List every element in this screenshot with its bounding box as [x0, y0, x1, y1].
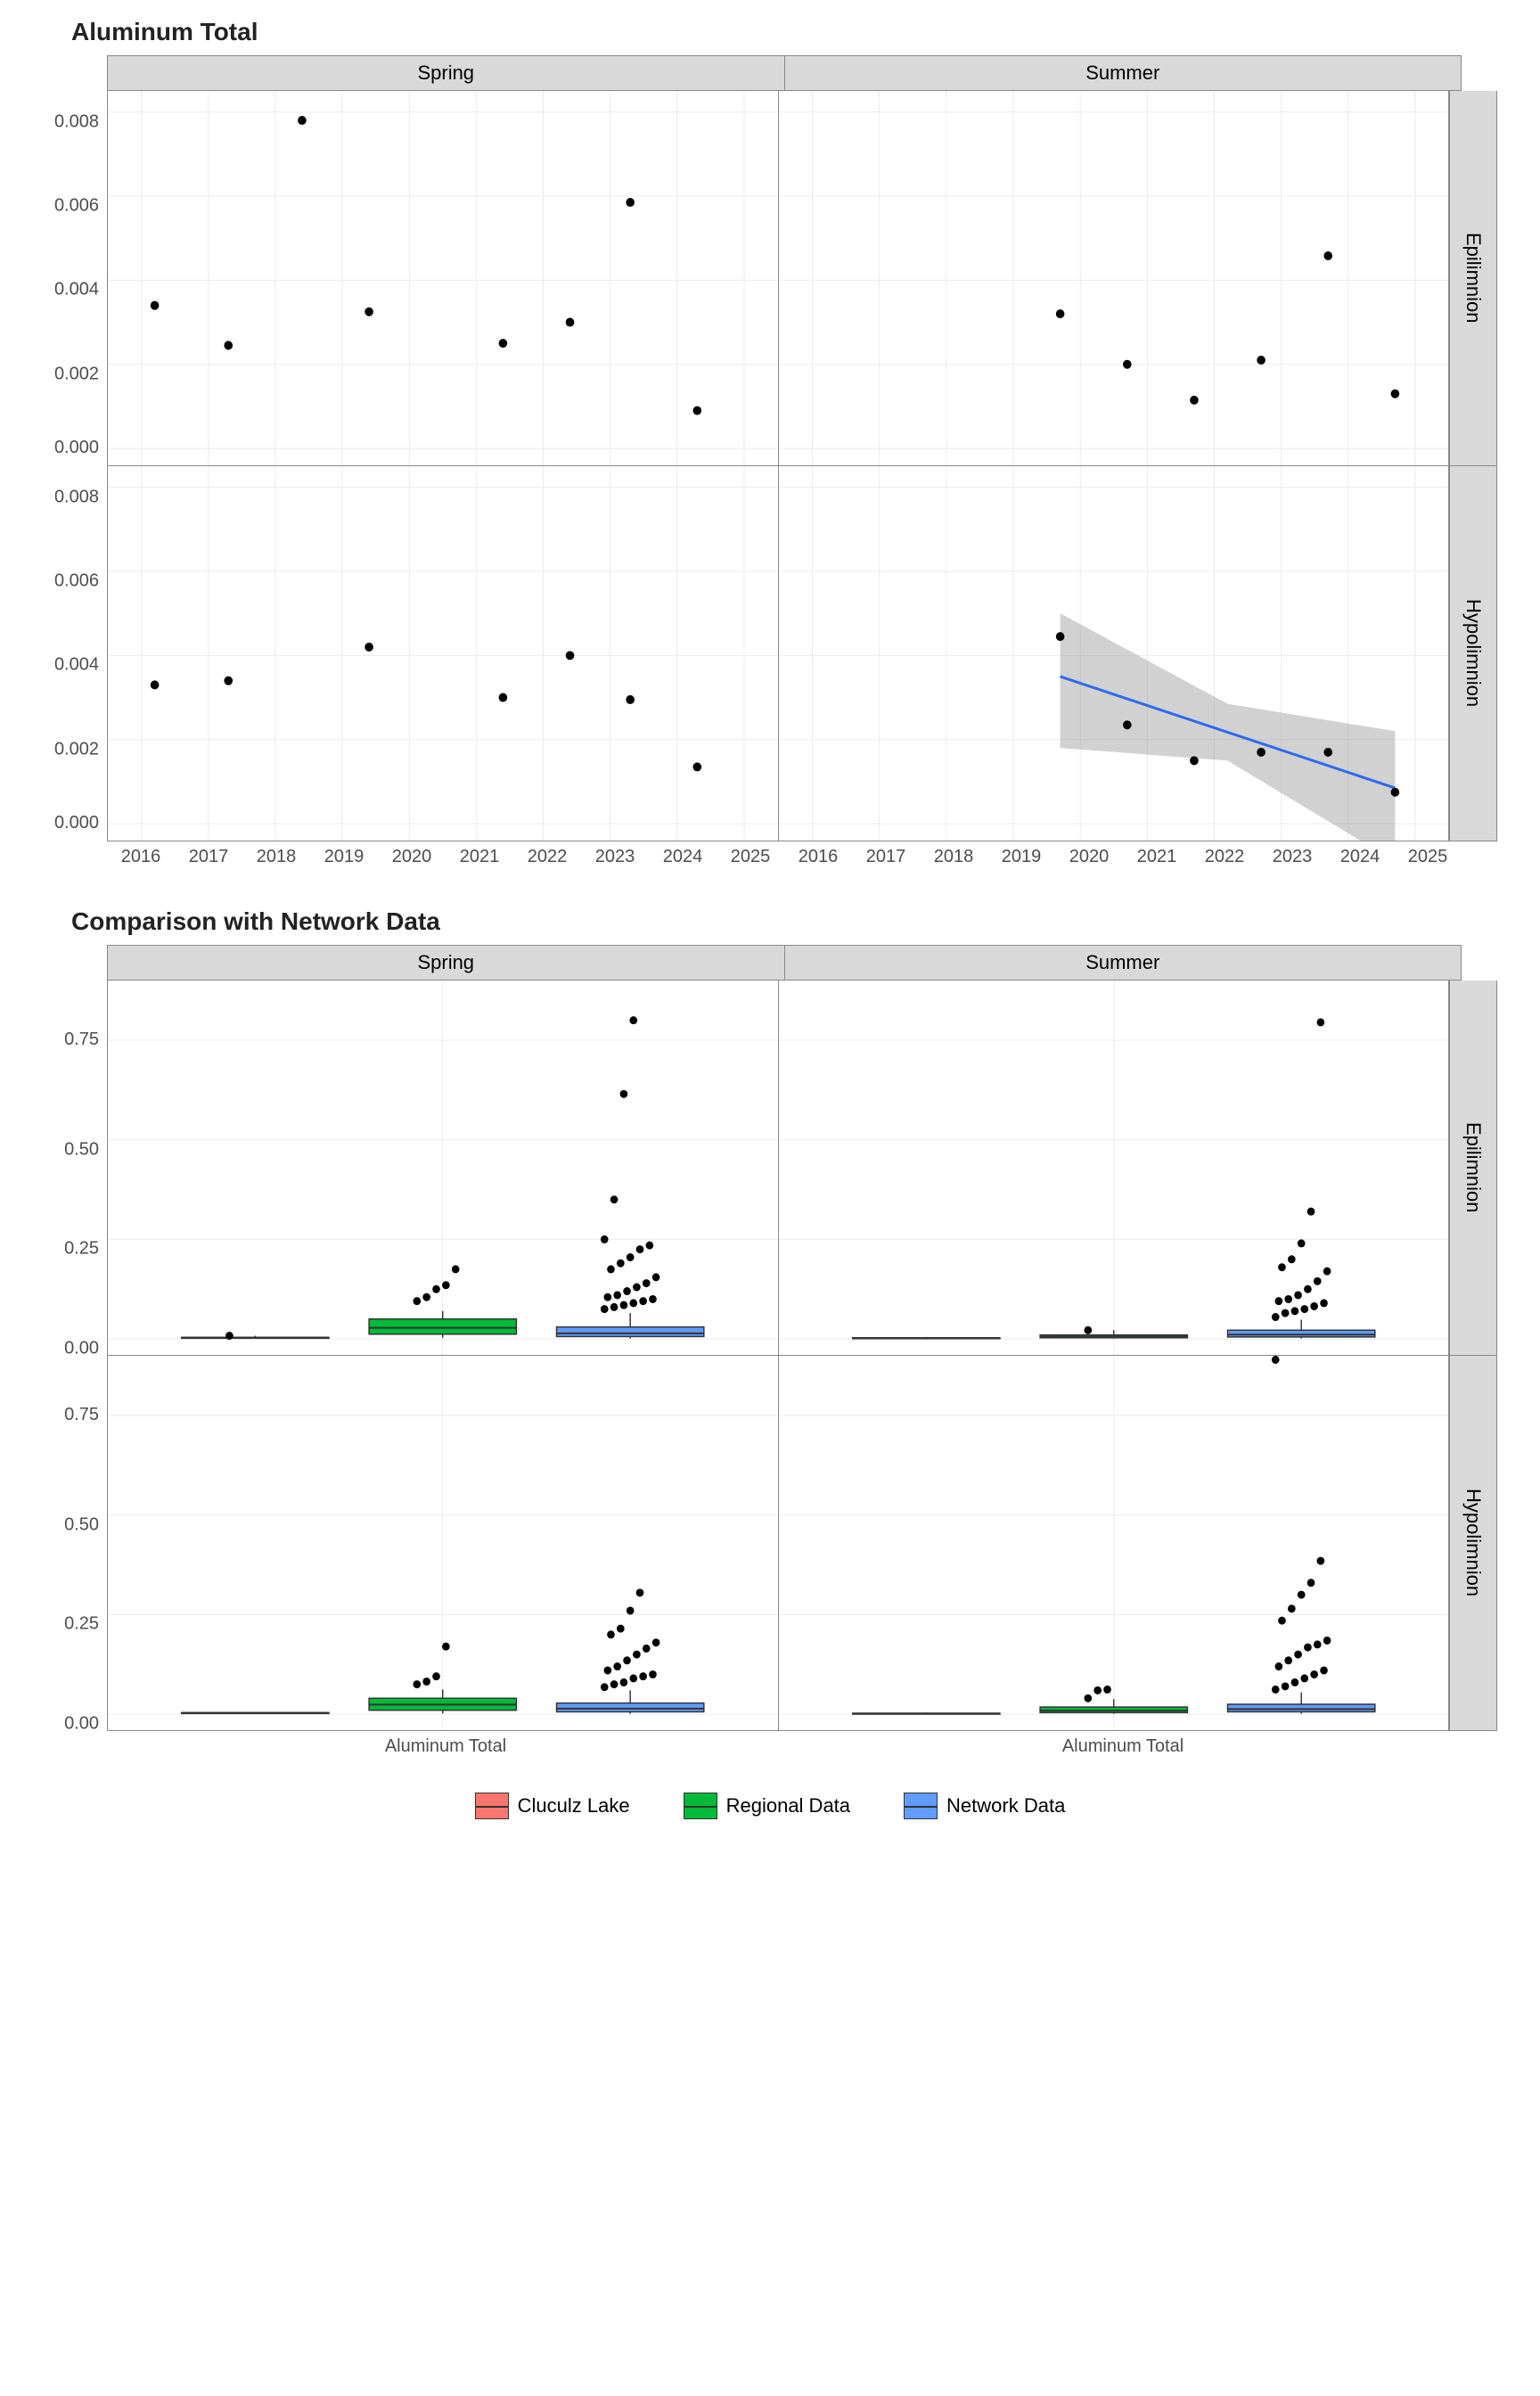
- row-strip-Epilimnion: Epilimnion: [1449, 91, 1497, 466]
- chart2-title: Comparison with Network Data: [71, 907, 1522, 936]
- col-strip-spring: Spring: [107, 55, 785, 91]
- boxplot-chart: Comparison with Network Data Results (mg…: [18, 907, 1522, 1757]
- panel-Spring_Epilimnion: 0.000.250.500.75: [107, 981, 779, 1356]
- col-strip-summer: Summer: [785, 55, 1462, 91]
- chart2-xticks: Aluminum Total Aluminum Total: [107, 1731, 1497, 1757]
- panel-Spring_Epilimnion: 0.0080.0060.0040.0020.000: [107, 91, 779, 466]
- chart1-title: Aluminum Total: [71, 18, 1522, 46]
- legend: Cluculz Lake Regional Data Network Data: [18, 1793, 1522, 1819]
- legend-item-network-data: Network Data: [904, 1793, 1065, 1819]
- row-strip-Hypolimnion: Hypolimnion: [1449, 466, 1497, 841]
- row-strip-Epilimnion: Epilimnion: [1449, 981, 1497, 1356]
- legend-item-regional-data: Regional Data: [684, 1793, 850, 1819]
- chart1-xticks: 2016201720182019202020212022202320242025…: [107, 841, 1497, 872]
- panel-Summer_Hypolimnion: [779, 1356, 1450, 1731]
- chart2-col-strips: Spring Summer: [107, 945, 1497, 981]
- panel-Spring_Hypolimnion: 0.0080.0060.0040.0020.000: [107, 466, 779, 841]
- scatter-chart: Aluminum Total Result (mg/L) Spring Summ…: [18, 18, 1522, 872]
- row-strip-Hypolimnion: Hypolimnion: [1449, 1356, 1497, 1731]
- panel-Summer_Epilimnion: [779, 91, 1450, 466]
- panel-Summer_Epilimnion: [779, 981, 1450, 1356]
- panel-Summer_Hypolimnion: [779, 466, 1450, 841]
- chart1-col-strips: Spring Summer: [107, 55, 1497, 91]
- legend-item-cluculz-lake: Cluculz Lake: [475, 1793, 630, 1819]
- panel-Spring_Hypolimnion: 0.000.250.500.75: [107, 1356, 779, 1731]
